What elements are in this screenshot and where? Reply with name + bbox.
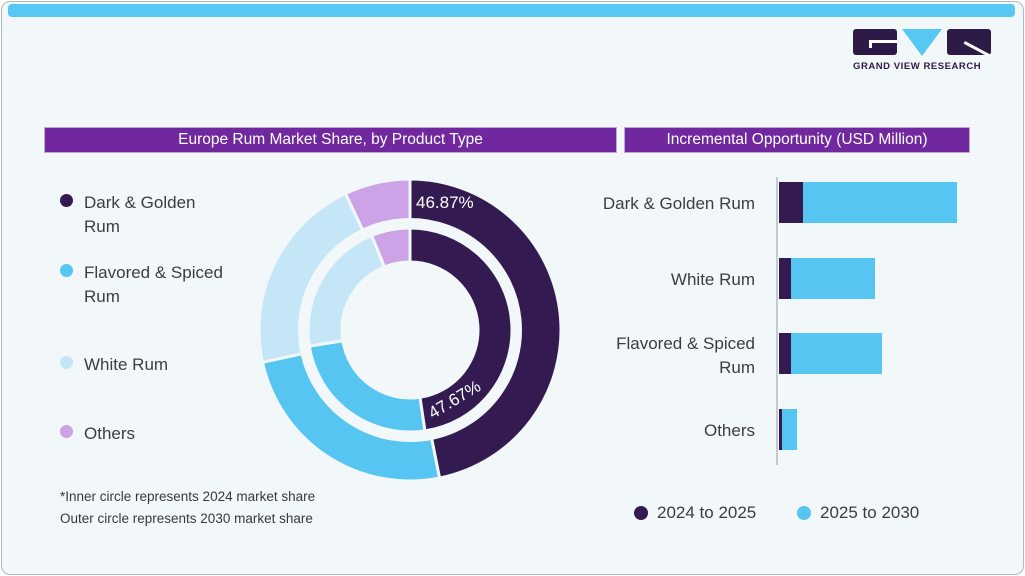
bar-row-dark-golden-rum (779, 182, 957, 223)
logo-g-icon (853, 29, 897, 55)
logo-v-icon (902, 29, 942, 56)
donut-chart (257, 177, 563, 483)
legend-label: Others (84, 424, 136, 443)
logo-r-icon (947, 29, 992, 58)
footnote: *Inner circle represents 2024 market sha… (60, 486, 315, 529)
brand-logo-marks (853, 29, 996, 58)
legend-item-dark-golden-rum: Dark & Golden Rum (60, 191, 234, 239)
brand-logo: GRAND VIEW RESEARCH (853, 29, 996, 72)
bar-category-flavored-spiced-rum: Flavored & Spiced Rum (616, 334, 755, 377)
donut-chart-title: Europe Rum Market Share, by Product Type (44, 127, 617, 153)
bar-segment-2024-2025 (779, 182, 803, 223)
legend-dot-white-rum (60, 356, 73, 369)
top-accent-strip (8, 4, 1015, 17)
donut-outer-share-label: 46.87% (416, 193, 474, 212)
bar-legend-dot-2024-2025 (634, 506, 648, 520)
legend-label: White Rum (84, 355, 169, 374)
bar-legend-label: 2025 to 2030 (820, 503, 920, 522)
bar-row-flavored-spiced-rum (779, 333, 882, 374)
legend-label: Dark & Golden Rum (84, 193, 196, 236)
legend-item-white-rum: White Rum (60, 353, 234, 377)
legend-dot-others (60, 425, 73, 438)
bar-segment-2024-2025 (779, 333, 791, 374)
bar-category-dark-golden-rum: Dark & Golden Rum (602, 194, 755, 213)
bar-category-white-rum: White Rum (670, 270, 755, 289)
legend-item-others: Others (60, 422, 234, 446)
legend-label: Flavored & Spiced Rum (84, 263, 223, 306)
bar-legend-item-2025-2030: 2025 to 2030 (797, 503, 919, 523)
bar-legend-dot-2025-2030 (797, 506, 811, 520)
bar-chart-axis (776, 177, 778, 465)
legend-dot-flavored-spiced-rum (60, 264, 73, 277)
bar-legend-label: 2024 to 2025 (657, 503, 757, 522)
bar-segment-2025-2030 (782, 409, 797, 450)
bar-chart-title: Incremental Opportunity (USD Million) (624, 127, 970, 153)
bar-segment-2025-2030 (791, 258, 875, 299)
bar-category-others: Others (703, 421, 755, 440)
brand-name: GRAND VIEW RESEARCH (853, 61, 982, 72)
bar-legend-item-2024-2025: 2024 to 2025 (634, 503, 756, 523)
legend-dot-dark-golden-rum (60, 194, 73, 207)
footnote-line-2: Outer circle represents 2030 market shar… (60, 510, 313, 526)
bar-row-white-rum (779, 258, 875, 299)
donut-rings (257, 177, 563, 483)
bar-segment-2024-2025 (779, 409, 782, 450)
legend-item-flavored-spiced-rum: Flavored & Spiced Rum (60, 261, 234, 309)
bar-segment-2025-2030 (791, 333, 882, 374)
bar-segment-2025-2030 (803, 182, 957, 223)
bar-row-others (779, 409, 797, 450)
bar-segment-2024-2025 (779, 258, 791, 299)
footnote-line-1: *Inner circle represents 2024 market sha… (60, 489, 316, 504)
